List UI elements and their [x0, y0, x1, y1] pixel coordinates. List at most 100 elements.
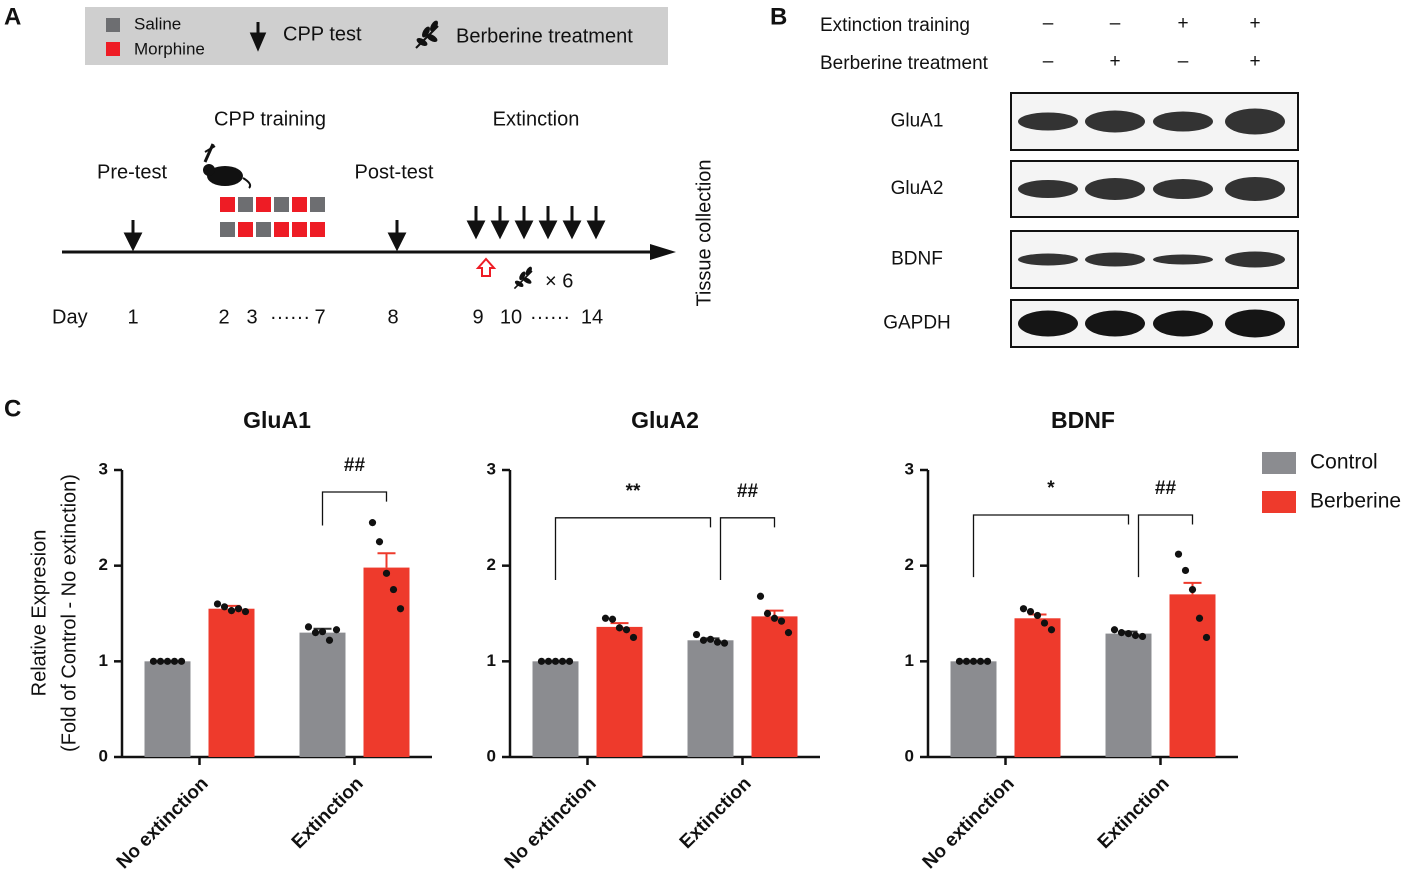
- significance-label: ##: [1155, 478, 1177, 499]
- significance-bracket: [972, 514, 1130, 578]
- data-point: [311, 629, 320, 637]
- data-point: [1202, 633, 1211, 642]
- western-blot: – – + + – + – + GluA1 GluA2 BDNF GAPDH: [883, 13, 1299, 348]
- data-point: [318, 628, 327, 636]
- down-arrow: [490, 206, 510, 240]
- test-arrows: [123, 206, 606, 252]
- bar: [1014, 618, 1061, 757]
- panel-label: B: [770, 3, 787, 30]
- data-point: [149, 657, 158, 665]
- data-point: [756, 592, 765, 600]
- protein-label: GluA1: [891, 111, 944, 132]
- data-point: [720, 639, 729, 647]
- condition-sign: +: [1177, 13, 1188, 34]
- data-point: [565, 657, 574, 665]
- significance-label: ##: [737, 481, 759, 502]
- training-square: [256, 197, 271, 212]
- training-square: [274, 197, 289, 212]
- data-point: [784, 629, 793, 637]
- training-square: [220, 197, 235, 212]
- data-point: [304, 623, 313, 631]
- down-arrow: [387, 220, 407, 252]
- y-tick-label: 3: [905, 459, 914, 478]
- data-point: [983, 657, 992, 665]
- error-bar: [377, 552, 396, 568]
- bar: [950, 661, 997, 757]
- data-point: [1019, 605, 1028, 613]
- day-number: 1: [127, 306, 138, 328]
- significance-label: *: [1047, 478, 1055, 499]
- training-square: [256, 222, 271, 237]
- start-arrow: [475, 257, 497, 277]
- bar: [299, 632, 346, 757]
- data-point: [713, 638, 722, 646]
- panel-label: C: [4, 395, 21, 422]
- down-arrow: [466, 206, 486, 240]
- y-tick-label: 3: [487, 459, 496, 478]
- significance-bracket: [321, 491, 388, 526]
- blot-band: [1153, 179, 1213, 199]
- data-point: [396, 605, 405, 613]
- bar: [1169, 594, 1216, 757]
- data-point: [1110, 626, 1119, 634]
- data-point: [615, 624, 624, 632]
- day-number: ······: [270, 306, 310, 328]
- bar: [687, 640, 734, 757]
- x-tick-label: No extinction: [919, 773, 1019, 873]
- down-arrow: [586, 206, 606, 240]
- data-point: [177, 657, 186, 665]
- training-square: [310, 222, 325, 237]
- down-arrow: [562, 206, 582, 240]
- x-tick-label: No extinction: [113, 773, 213, 873]
- phase-label: Post-test: [355, 161, 434, 183]
- data-point: [692, 630, 701, 639]
- day-number: 7: [314, 306, 325, 328]
- legend-label: Berberine: [1310, 490, 1401, 513]
- data-point: [1195, 614, 1204, 622]
- data-point: [325, 636, 334, 644]
- data-point: [1174, 550, 1183, 558]
- data-point: [170, 657, 179, 665]
- y-tick-label: 2: [487, 555, 496, 574]
- x-tick-label: Extinction: [676, 773, 756, 853]
- condition-sign: –: [1043, 51, 1054, 72]
- condition-sign: +: [1249, 51, 1260, 72]
- data-point: [163, 657, 172, 665]
- y-tick-label: 1: [905, 651, 914, 670]
- y-axis-label: (Fold of Control - No extinction): [58, 474, 80, 752]
- data-point: [1181, 566, 1190, 575]
- x-tick-label: Extinction: [288, 773, 368, 853]
- data-point: [1188, 585, 1197, 594]
- bar-charts: GluA1 0 1 2 3 Relative Expresion (Fold of Cont…: [28, 407, 1401, 873]
- panel-label: A: [4, 3, 21, 30]
- significance-label: ##: [344, 455, 366, 476]
- legend-box: [85, 7, 668, 65]
- y-tick-label: 1: [487, 651, 496, 670]
- blot-band: [1018, 112, 1078, 131]
- blot-band: [1085, 110, 1145, 133]
- repeat-label: × 6: [545, 270, 573, 292]
- data-point: [234, 605, 243, 613]
- blot-band: [1153, 310, 1213, 337]
- bar: [751, 616, 798, 757]
- x-tick-label: No extinction: [501, 773, 601, 873]
- legend-label: Control: [1310, 451, 1378, 474]
- training-square: [238, 197, 253, 212]
- significance-label: **: [626, 481, 641, 502]
- y-axis-label: Relative Expresion: [28, 530, 50, 697]
- data-point: [368, 519, 377, 527]
- data-point: [213, 600, 222, 608]
- data-point: [227, 607, 236, 615]
- blot-band: [1085, 178, 1145, 200]
- legend-swatch: [1262, 491, 1296, 513]
- y-tick-label: 3: [99, 459, 108, 478]
- data-point: [969, 657, 978, 665]
- blot-band: [1018, 253, 1078, 266]
- legend-text: Saline: [134, 14, 181, 33]
- condition-sign: –: [1178, 51, 1189, 72]
- protein-label: GAPDH: [883, 313, 951, 334]
- training-square: [292, 222, 307, 237]
- blot-band: [1085, 310, 1145, 337]
- data-point: [375, 538, 384, 546]
